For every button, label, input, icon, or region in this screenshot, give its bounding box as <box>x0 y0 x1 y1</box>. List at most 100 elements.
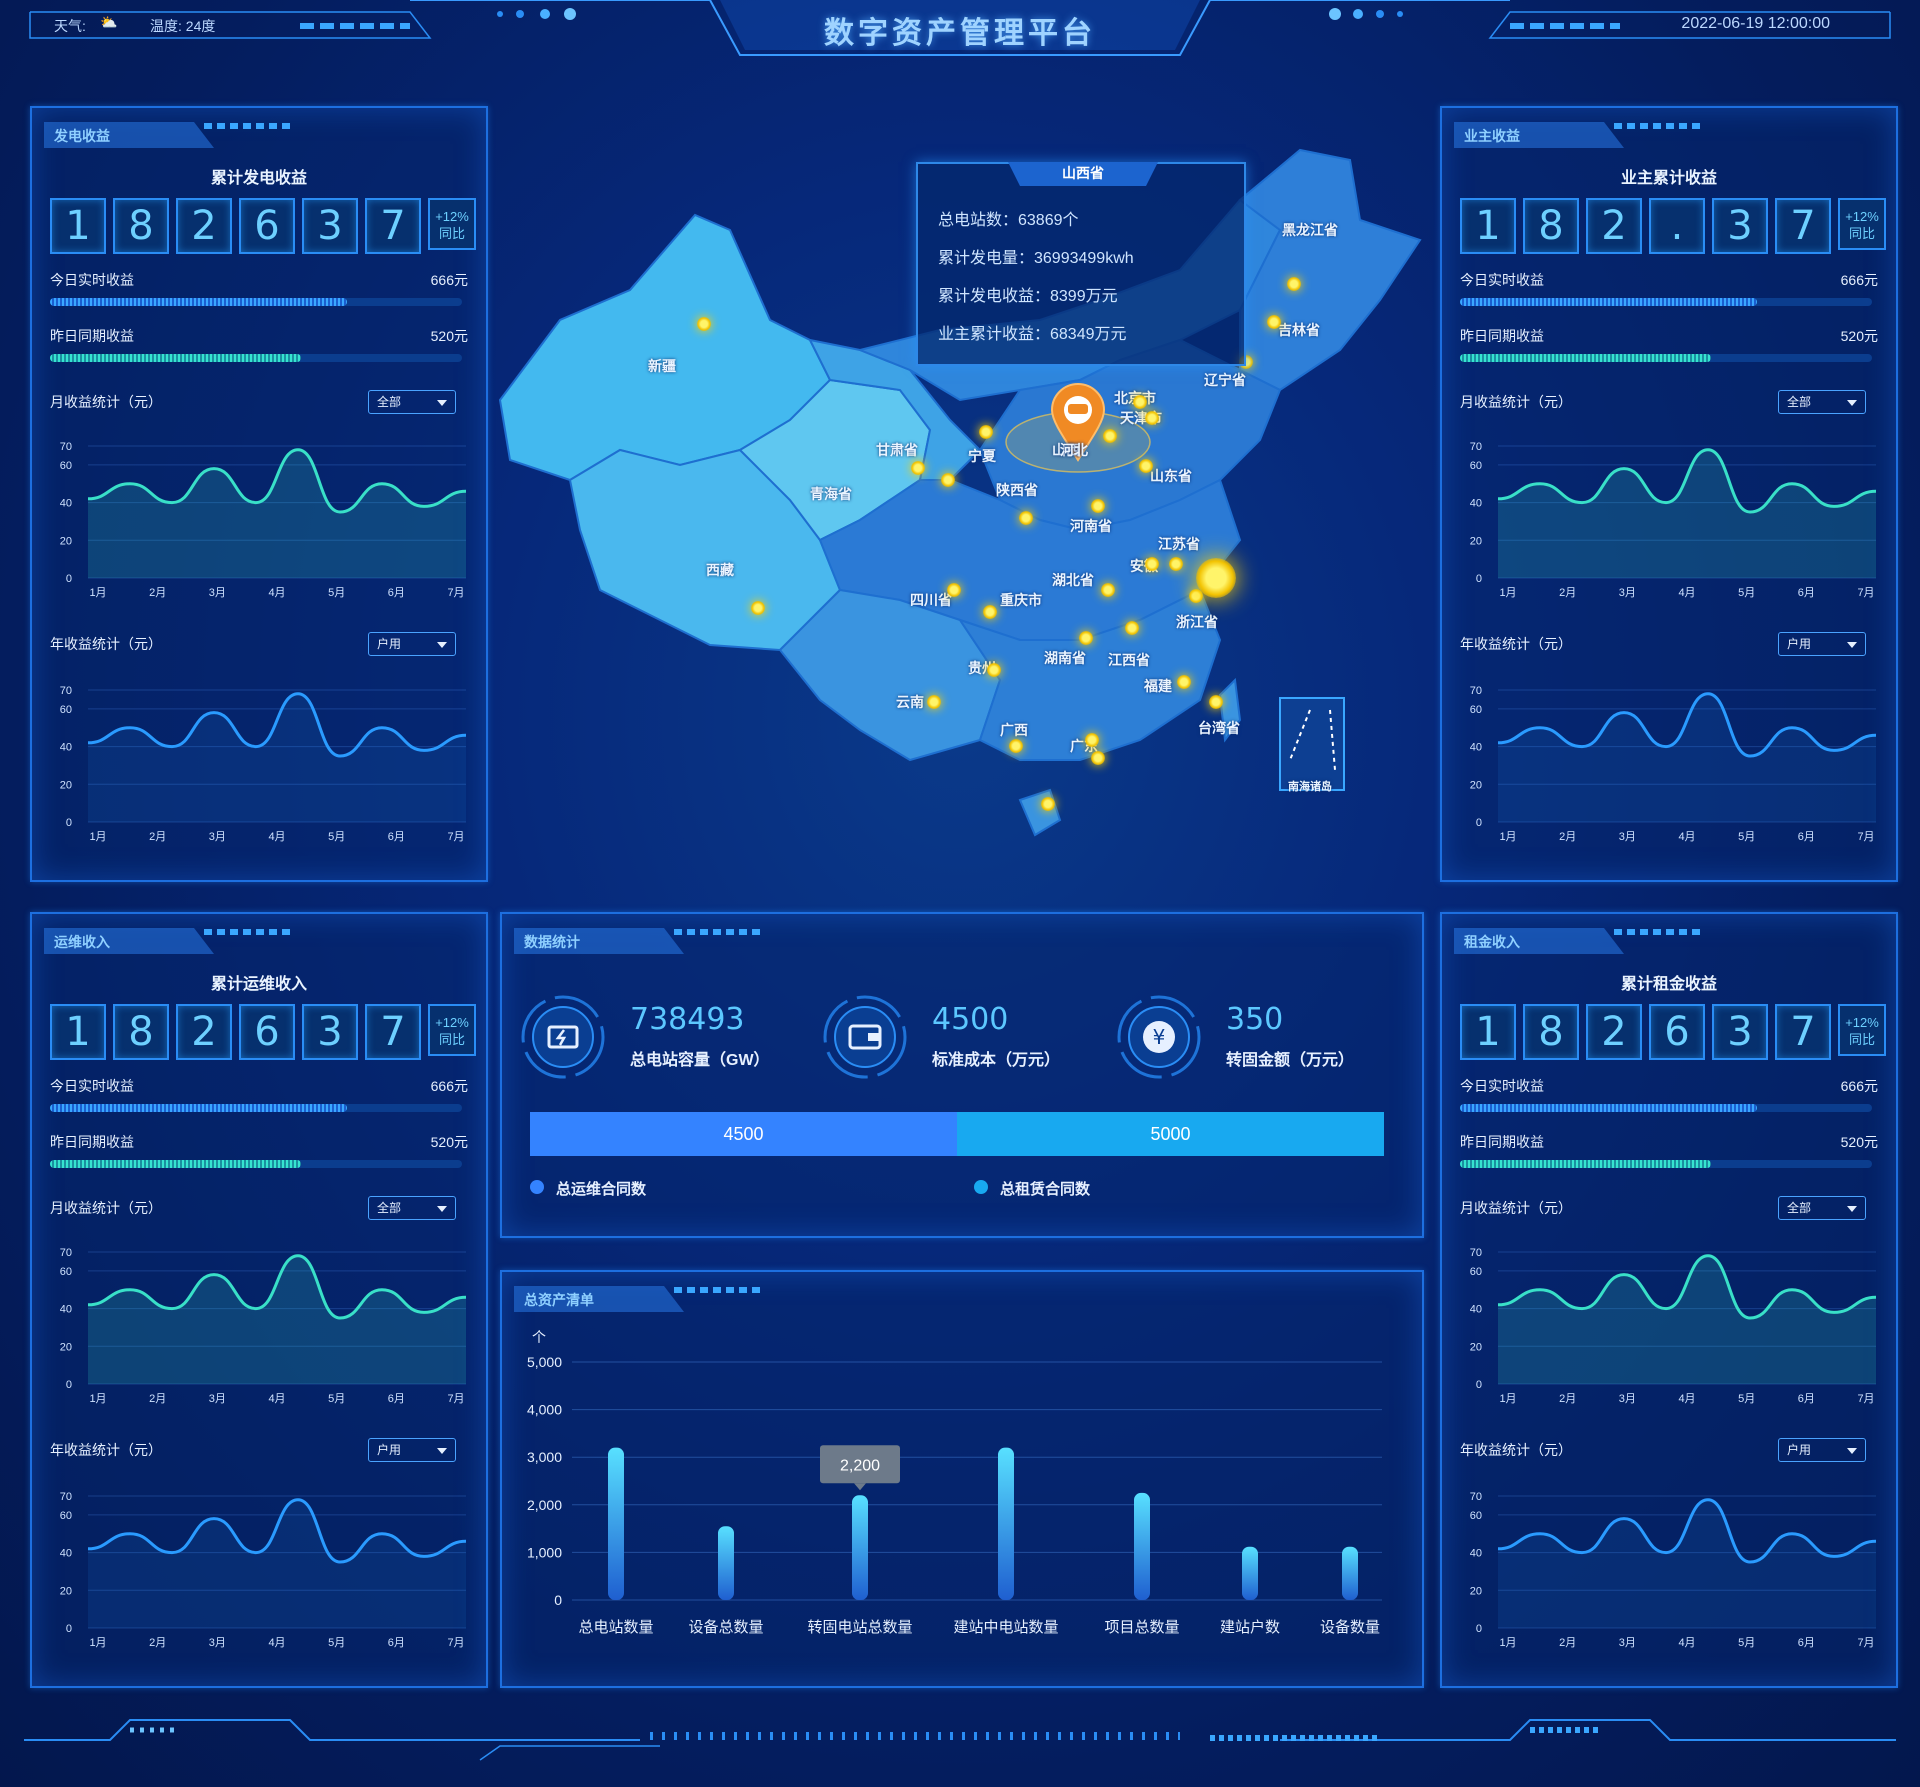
x-tick-label: 3月 <box>1619 831 1636 843</box>
station-dot[interactable] <box>1133 395 1147 409</box>
yuan-icon: ¥ <box>1117 995 1201 1079</box>
station-dot[interactable] <box>1009 739 1023 753</box>
station-dot[interactable] <box>1085 733 1099 747</box>
bar[interactable] <box>608 1447 624 1600</box>
y-tick-label: 0 <box>66 817 72 829</box>
station-dot[interactable] <box>1177 675 1191 689</box>
y-tick-label: 0 <box>66 573 72 585</box>
y-tick-label: 0 <box>66 1379 72 1391</box>
station-dot-large[interactable] <box>1196 558 1236 598</box>
monthly-curve-chart: 70 60 40 20 0 1月 2月 3月 4月 5月 6月 7月 <box>60 441 467 599</box>
map-region-northeast <box>1238 148 1422 392</box>
station-dot[interactable] <box>1267 315 1281 329</box>
station-dot[interactable] <box>1209 695 1223 709</box>
y-tick-label: 20 <box>1470 535 1482 547</box>
y-tick-label: 0 <box>1476 817 1482 829</box>
y-tick-label: 5,000 <box>527 1354 562 1370</box>
station-dot[interactable] <box>927 695 941 709</box>
x-tick-label: 2月 <box>1559 1393 1576 1405</box>
station-dot[interactable] <box>1103 429 1117 443</box>
yesterday-progress-fill <box>1460 354 1712 362</box>
yearly-select-value: 户用 <box>377 637 402 651</box>
x-tick-label: 4月 <box>1678 1637 1695 1649</box>
station-dot[interactable] <box>751 601 765 615</box>
monthly-select[interactable]: 全部 <box>368 1196 456 1220</box>
station-dot[interactable] <box>1189 589 1203 603</box>
monthly-label: 月收益统计（元） <box>1460 394 1572 410</box>
panel-tag-label: 租金收入 <box>1464 934 1520 950</box>
panel-tag: 租金收入 <box>1454 928 1704 954</box>
digit: . <box>1649 198 1705 254</box>
station-dot[interactable] <box>1169 557 1183 571</box>
bar[interactable] <box>852 1495 868 1600</box>
station-dot[interactable] <box>1079 631 1093 645</box>
yearly-select[interactable]: 户用 <box>1778 1438 1866 1462</box>
monthly-curve-chart: 70 60 40 20 0 1月 2月 3月 4月 5月 6月 7月 <box>60 1247 467 1405</box>
x-tick-label: 4月 <box>1678 831 1695 843</box>
y-tick-label: 40 <box>60 1548 72 1560</box>
y-tick-label: 40 <box>60 498 72 510</box>
station-dot[interactable] <box>1145 411 1159 425</box>
station-dot[interactable] <box>1041 797 1055 811</box>
yearly-select[interactable]: 户用 <box>1778 632 1866 656</box>
map-region-taiwan <box>1218 677 1242 743</box>
curve-line <box>1497 692 1877 758</box>
x-tick-label: 7月 <box>1857 587 1874 599</box>
monthly-select[interactable]: 全部 <box>368 390 456 414</box>
stat-label: 转固金额（万元） <box>1226 1052 1355 1069</box>
station-dot[interactable] <box>979 425 993 439</box>
asset-bar-chart: 个 5,000 4,000 3,000 2,000 1,000 0 总电站数量 设备总数量 转固电… <box>527 1329 1382 1636</box>
station-dot[interactable] <box>1287 277 1301 291</box>
y-tick-label: 40 <box>1470 498 1482 510</box>
digit: 7 <box>365 198 421 254</box>
stat-label: 标准成本（万元） <box>932 1052 1061 1069</box>
station-dot[interactable] <box>941 473 955 487</box>
digit-counter: 1 8 2 6 3 7 +12% 同比 <box>50 1004 476 1060</box>
station-dot[interactable] <box>1091 751 1105 765</box>
bar[interactable] <box>718 1526 734 1600</box>
sub-title: 业主累计收益 <box>1620 170 1717 187</box>
yesterday-label: 昨日同期收益 <box>1460 328 1544 344</box>
header-frame <box>29 0 1891 56</box>
yesterday-label: 昨日同期收益 <box>50 328 134 344</box>
panel-tag: 业主收益 <box>1454 122 1704 148</box>
station-dot[interactable] <box>697 317 711 331</box>
station-dot[interactable] <box>1091 499 1105 513</box>
monthly-select[interactable]: 全部 <box>1778 1196 1866 1220</box>
station-dot[interactable] <box>1145 557 1159 571</box>
bar[interactable] <box>1242 1546 1258 1600</box>
curve-area <box>1498 1499 1876 1628</box>
station-dot[interactable] <box>987 663 1001 677</box>
digit: 1 <box>50 198 106 254</box>
yearly-select-value: 户用 <box>1787 1443 1812 1457</box>
x-tick-label: 6月 <box>1798 831 1815 843</box>
x-tick-label: 7月 <box>1857 831 1874 843</box>
bar[interactable] <box>1134 1492 1150 1600</box>
today-progress <box>50 298 462 306</box>
location-pin-icon[interactable] <box>1050 383 1106 462</box>
bar[interactable] <box>1342 1546 1358 1600</box>
panel-data-stats: 数据统计 738493 总电站容量（GW） 4500 标准成本（万元） ¥ 35… <box>500 912 1424 1238</box>
yearly-select[interactable]: 户用 <box>368 1438 456 1462</box>
station-dot[interactable] <box>947 583 961 597</box>
yoy-badge: +12% 同比 <box>428 1004 476 1056</box>
temperature-label: 温度: 24度 <box>150 18 216 34</box>
yearly-select[interactable]: 户用 <box>368 632 456 656</box>
yesterday-progress-fill <box>1460 1160 1712 1168</box>
monthly-select[interactable]: 全部 <box>1778 390 1866 414</box>
bar[interactable] <box>998 1447 1014 1600</box>
station-dot[interactable] <box>1125 621 1139 635</box>
legend-label: 总运维合同数 <box>556 1181 647 1198</box>
province-label: 甘肃省 <box>876 442 918 458</box>
station-dot[interactable] <box>1019 511 1033 525</box>
station-dot[interactable] <box>1139 459 1153 473</box>
x-tick-label: 5月 <box>1738 831 1755 843</box>
station-dot[interactable] <box>911 461 925 475</box>
panel-tag-label: 业主收益 <box>1464 128 1520 144</box>
station-dot[interactable] <box>983 605 997 619</box>
station-dot[interactable] <box>1101 583 1115 597</box>
y-tick-label: 20 <box>60 535 72 547</box>
digit: 6 <box>239 1004 295 1060</box>
province-label: 青海省 <box>810 486 852 502</box>
south-sea-islands-inset <box>1279 697 1345 791</box>
